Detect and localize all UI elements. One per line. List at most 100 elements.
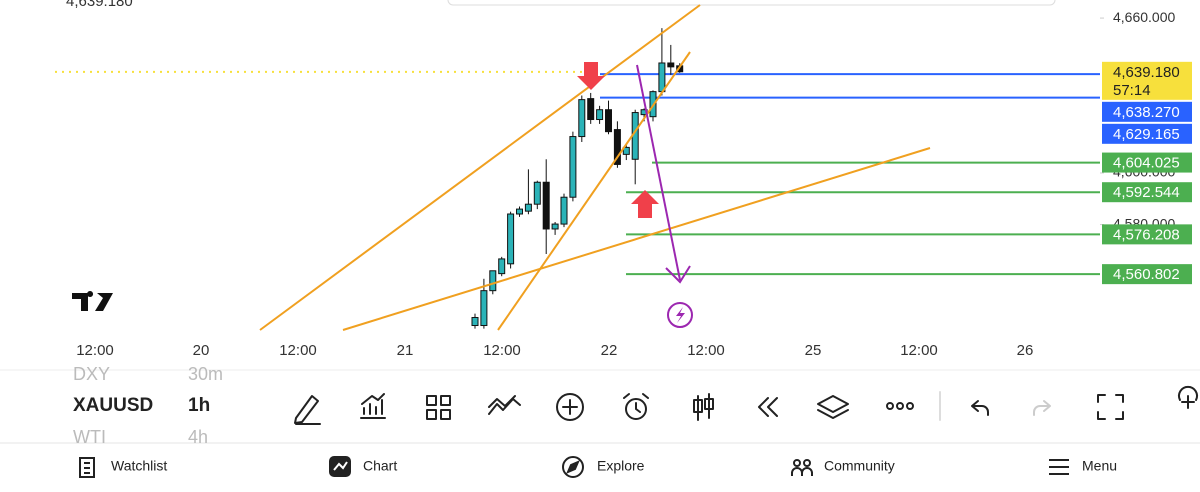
candle-body xyxy=(587,98,595,121)
more xyxy=(906,402,914,410)
interval[interactable]: 1h xyxy=(188,395,210,416)
popup-edge xyxy=(447,0,1056,6)
candle-body xyxy=(489,270,497,292)
x-tick-label: 12:00 xyxy=(76,342,114,359)
candle-body xyxy=(551,223,559,230)
symbol[interactable]: WTI xyxy=(73,427,106,447)
candle-body xyxy=(658,62,666,93)
more[interactable] xyxy=(886,402,894,410)
candle-body xyxy=(596,109,604,121)
plot: 4,660.0004,600.0004,580.00012:002012:002… xyxy=(55,9,1192,359)
arrow-head xyxy=(665,265,691,284)
x-tick-label: 12:00 xyxy=(483,342,521,359)
nav-item[interactable]: Community xyxy=(824,458,895,474)
x-tick-label: 25 xyxy=(805,342,822,359)
nav-item[interactable]: Chart xyxy=(363,458,397,474)
fullscreen[interactable] xyxy=(1097,394,1124,420)
indicators[interactable] xyxy=(360,393,386,419)
level-tag: 4,560.802 xyxy=(1113,266,1180,283)
countdown: 57:14 xyxy=(1113,82,1151,99)
toolbar-icons xyxy=(294,385,1198,425)
drawings xyxy=(72,4,931,331)
layers[interactable] xyxy=(817,395,849,419)
draw-tool[interactable] xyxy=(294,395,321,425)
candle-body xyxy=(667,62,675,68)
interval[interactable]: 30m xyxy=(188,364,223,384)
x-tick-label: 21 xyxy=(397,342,414,359)
arrow xyxy=(636,64,681,281)
symbol[interactable]: DXY xyxy=(73,364,110,384)
menu-icon xyxy=(1049,459,1069,475)
compare[interactable] xyxy=(488,395,521,415)
trend-line xyxy=(259,4,701,331)
x-tick-label: 12:00 xyxy=(687,342,725,359)
nav-item[interactable]: Explore xyxy=(597,458,645,474)
level-tag: 4,592.544 xyxy=(1113,184,1180,201)
candle-body xyxy=(569,136,577,198)
candle-body xyxy=(480,290,488,327)
level-tag-bg xyxy=(1102,123,1192,144)
nav-item[interactable]: Menu xyxy=(1082,458,1117,474)
alarm[interactable] xyxy=(625,398,647,420)
explore-needle xyxy=(566,460,580,474)
x-tick-label: 22 xyxy=(601,342,618,359)
toolbar-texts: DXY 30m XAUUSD 1h WTI 4h Watchlist Chart… xyxy=(73,364,1117,474)
level-tag-bg xyxy=(1102,224,1192,245)
x-tick-label: 12:00 xyxy=(279,342,317,359)
alert-bolt xyxy=(676,307,685,323)
chart-type[interactable] xyxy=(693,393,714,421)
candle-body xyxy=(622,146,630,155)
interval[interactable]: 4h xyxy=(188,427,208,447)
header-price: 4,639.180 xyxy=(66,0,133,10)
logo xyxy=(72,291,113,311)
layouts[interactable] xyxy=(426,395,451,420)
level-tag-bg xyxy=(1102,101,1192,122)
alarm-hands xyxy=(623,393,649,413)
add-plus xyxy=(562,399,578,415)
last-price-tag: 4,639.180 xyxy=(1113,64,1180,81)
level-tag-bg xyxy=(1102,152,1192,173)
chart-icon-line xyxy=(333,461,348,471)
undo[interactable] xyxy=(971,400,989,416)
watchlist-icon xyxy=(79,457,95,478)
candle-body xyxy=(560,196,568,225)
candle-body xyxy=(507,213,515,265)
up-arrow xyxy=(631,190,659,218)
community-icon xyxy=(791,467,813,476)
replay[interactable] xyxy=(758,397,778,417)
y-tick-label: 4,660.000 xyxy=(1113,9,1175,25)
down-arrow xyxy=(577,62,605,90)
level-tag: 4,638.270 xyxy=(1113,104,1180,121)
level-tag: 4,604.025 xyxy=(1113,155,1180,172)
candle-body xyxy=(516,208,523,215)
add[interactable] xyxy=(556,393,584,421)
level-tag-bg xyxy=(1102,182,1192,203)
alert-icon[interactable] xyxy=(667,302,693,328)
redo[interactable] xyxy=(1033,400,1051,416)
nav-icons xyxy=(79,456,1069,478)
candle-body xyxy=(613,129,621,165)
symbol[interactable]: XAUUSD xyxy=(73,395,153,416)
more xyxy=(896,402,904,410)
community-head xyxy=(793,459,801,467)
explore-icon xyxy=(562,456,584,478)
candle-body xyxy=(605,109,612,133)
ideas[interactable] xyxy=(1178,385,1198,409)
countdown-bg xyxy=(1102,79,1192,100)
chart-icon xyxy=(329,456,351,477)
level-tag: 4,629.165 xyxy=(1113,126,1180,143)
candle-body xyxy=(542,181,550,230)
level-tag: 4,576.208 xyxy=(1113,226,1180,243)
candle-body xyxy=(498,258,506,275)
nav-item[interactable]: Watchlist xyxy=(111,458,167,474)
candle-body xyxy=(533,181,541,205)
trend-line xyxy=(497,51,691,331)
x-tick-label: 26 xyxy=(1017,342,1034,359)
level-tag-bg xyxy=(1102,264,1192,285)
candle-body xyxy=(524,203,532,212)
x-tick-label: 12:00 xyxy=(900,342,938,359)
community-head xyxy=(803,459,811,467)
x-tick-label: 20 xyxy=(193,342,210,359)
